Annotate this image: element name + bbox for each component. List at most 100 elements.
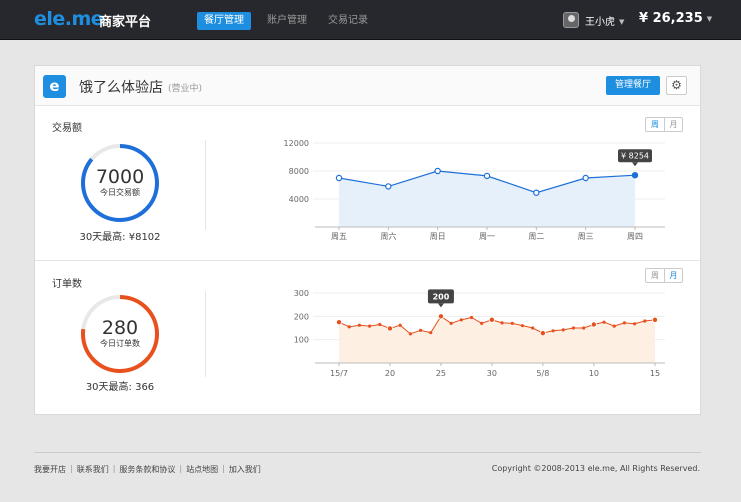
data-point: [434, 167, 441, 175]
tooltip-arrow: [632, 162, 638, 167]
divider: [205, 140, 206, 230]
orders-ring: [81, 295, 159, 373]
y-tick-label: 8000: [289, 167, 309, 176]
data-point: [398, 323, 402, 327]
copyright: Copyright ©2008-2013 ele.me, All Rights …: [491, 464, 700, 473]
x-tick-label: 周二: [528, 232, 544, 241]
data-point: [571, 326, 576, 330]
y-tick-label: 300: [294, 289, 309, 298]
data-point: [336, 319, 343, 326]
toggle-week[interactable]: 周: [651, 120, 659, 129]
today-transaction-value: 7000: [95, 166, 145, 188]
store-logo-icon: e: [43, 75, 66, 98]
x-tick-label: 周日: [430, 232, 446, 241]
today-transaction-label: 今日交易额: [100, 188, 140, 197]
avatar[interactable]: [563, 12, 579, 28]
data-point: [469, 315, 474, 320]
tooltip-box: [427, 289, 454, 304]
toggle-month[interactable]: 月: [664, 269, 682, 282]
chevron-down-icon: ▼: [706, 14, 713, 23]
data-point: [533, 189, 540, 196]
data-point: [408, 332, 412, 336]
data-point: [643, 319, 647, 323]
gear-icon: ⚙: [671, 78, 682, 92]
footer-link-terms[interactable]: 服务条款和协议: [119, 465, 176, 474]
x-tick-label: 15: [650, 369, 660, 378]
x-tick-label: 20: [385, 369, 395, 378]
footer-link-join[interactable]: 加入我们: [228, 465, 261, 474]
data-point: [561, 328, 565, 332]
data-point: [602, 320, 606, 324]
transactions-chart: 4000 8000 12000 周五 周六 周日 周一 周二 周三 周四 ¥ 8254: [284, 139, 665, 241]
section-title: 订单数: [52, 279, 82, 290]
data-point: [539, 330, 546, 337]
data-point: [378, 322, 382, 327]
x-tick-label: 周一: [479, 232, 495, 241]
tooltip-box: [618, 149, 652, 163]
data-point: [480, 321, 484, 325]
today-orders-value: 280: [101, 317, 139, 339]
y-tick-label: 100: [294, 336, 309, 345]
username: 王小虎: [585, 17, 615, 28]
x-tick-label: 周四: [627, 232, 643, 241]
data-point: [459, 318, 463, 322]
divider: [35, 260, 700, 261]
tab-restaurant-management[interactable]: 餐厅管理: [197, 12, 251, 30]
x-tick-label: 10: [589, 369, 599, 378]
data-point: [633, 322, 637, 326]
x-tick-label: 5/8: [536, 369, 549, 378]
data-point: [651, 316, 658, 323]
settings-button[interactable]: ⚙: [666, 76, 687, 95]
transactions-section: 交易额 周 月 7000 今日交易额 30天最高: ¥8102 4000 8000…: [35, 107, 700, 260]
data-point: [437, 313, 444, 320]
period-toggle: 周 月: [645, 117, 683, 132]
max-transaction-30d: 30天最高: ¥8102: [79, 232, 161, 243]
divider: [205, 291, 206, 377]
footer-link-sitemap[interactable]: 站点地图: [186, 465, 219, 474]
data-point: [488, 316, 495, 323]
footer-divider: [34, 452, 701, 453]
footer-link-contact[interactable]: 联系我们: [76, 465, 109, 474]
store-dashboard-card: e 饿了么体验店 (营业中) 管理餐厅 ⚙ 交易额 周 月 7000 今日交易额…: [34, 65, 701, 415]
period-toggle: 周 月: [645, 268, 683, 283]
x-tick-label: 15/7: [330, 369, 348, 378]
data-point: [386, 325, 393, 332]
x-tick-label: 25: [436, 369, 446, 378]
ring-progress: [81, 295, 159, 373]
toggle-month[interactable]: 月: [664, 118, 682, 131]
manage-restaurant-button[interactable]: 管理餐厅: [606, 76, 660, 95]
tab-transaction-records[interactable]: 交易记录: [328, 15, 368, 26]
x-tick-label: 周六: [380, 231, 396, 241]
today-orders-label: 今日订单数: [100, 339, 140, 348]
tooltip-text: ¥ 8254: [621, 152, 649, 161]
top-navbar: ele.me 商家平台 餐厅管理 账户管理 交易记录 王小虎 ▼ ¥ 26,235…: [0, 0, 741, 40]
data-point: [500, 321, 504, 325]
store-status: (营业中): [168, 84, 203, 94]
x-tick-label: 周三: [578, 232, 594, 241]
eleme-logo[interactable]: ele.me: [34, 8, 104, 30]
data-point: [590, 321, 597, 328]
data-point: [385, 183, 392, 190]
brand-title: 商家平台: [99, 15, 152, 30]
footer-link-open-store[interactable]: 我要开店: [34, 465, 66, 474]
y-tick-label: 200: [294, 312, 309, 321]
user-menu[interactable]: 王小虎 ▼: [585, 13, 624, 28]
tab-account-management[interactable]: 账户管理: [267, 15, 307, 26]
tooltip-arrow: [437, 303, 444, 308]
data-point: [418, 328, 423, 332]
data-point: [483, 172, 491, 180]
data-point: [335, 174, 343, 182]
toggle-week[interactable]: 周: [651, 271, 659, 280]
data-point: [622, 321, 627, 325]
data-point: [449, 321, 453, 325]
data-point: [357, 323, 361, 327]
max-orders-30d: 30天最高: 366: [85, 382, 155, 393]
balance-menu[interactable]: ¥ 26,235 ▼: [639, 11, 712, 26]
tooltip-text: 200: [433, 292, 450, 301]
data-point: [429, 331, 433, 335]
data-point: [612, 324, 616, 328]
y-tick-label: 12000: [284, 139, 309, 148]
data-point: [551, 329, 555, 333]
data-point: [347, 325, 351, 329]
data-point: [582, 326, 586, 330]
